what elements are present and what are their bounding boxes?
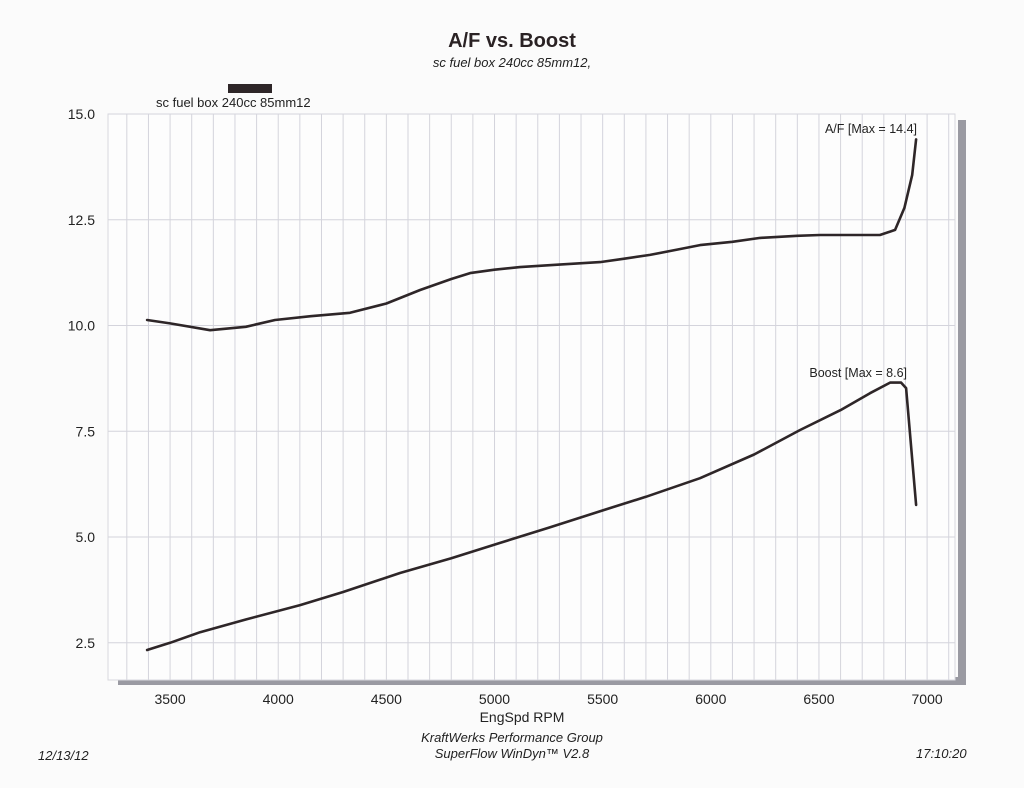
x-tick-label: 4000 xyxy=(263,691,294,707)
chart-subtitle: sc fuel box 240cc 85mm12, xyxy=(432,55,592,70)
footer-company: KraftWerks Performance Group xyxy=(421,730,603,745)
footer-software: SuperFlow WinDyn™ V2.8 xyxy=(434,746,590,761)
af-annotation: A/F [Max = 14.4] xyxy=(825,122,917,136)
y-tick-label: 10.0 xyxy=(68,318,95,334)
x-tick-label: 5000 xyxy=(479,691,510,707)
series-line-af xyxy=(145,138,918,332)
y-tick-label: 12.5 xyxy=(68,212,95,228)
x-tick-label: 7000 xyxy=(912,691,943,707)
y-tick-label: 7.5 xyxy=(76,423,96,439)
footer-date: 12/13/12 xyxy=(38,748,89,763)
x-tick-label: 6000 xyxy=(695,691,726,707)
legend-label: sc fuel box 240cc 85mm12 xyxy=(156,95,311,110)
series-line-boost xyxy=(145,381,918,652)
legend-swatch xyxy=(228,84,272,93)
plot-frame xyxy=(107,113,956,681)
chart-title: A/F vs. Boost xyxy=(448,30,576,52)
footer-time: 17:10:20 xyxy=(916,746,967,761)
y-tick-label: 5.0 xyxy=(76,529,96,545)
shadow-right xyxy=(958,120,966,685)
x-axis-label: EngSpd RPM xyxy=(479,709,565,725)
x-tick-label: 6500 xyxy=(803,691,834,707)
shadow-bottom xyxy=(118,677,966,685)
x-tick-label: 5500 xyxy=(587,691,618,707)
y-tick-label: 2.5 xyxy=(76,635,96,651)
boost-annotation: Boost [Max = 8.6] xyxy=(809,366,907,380)
y-tick-label: 15.0 xyxy=(68,106,95,122)
x-tick-label: 3500 xyxy=(154,691,185,707)
x-tick-label: 4500 xyxy=(371,691,402,707)
